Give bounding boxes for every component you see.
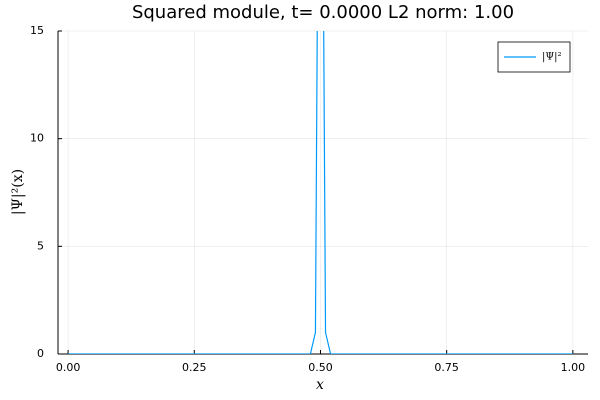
x-tick-label: 0.50 xyxy=(308,361,333,374)
x-axis-label: x xyxy=(316,377,324,393)
legend-label: |Ψ|² xyxy=(542,52,562,63)
y-tick-label: 0 xyxy=(37,347,44,360)
x-tick-label: 0.00 xyxy=(56,361,81,374)
x-tick-label: 0.25 xyxy=(182,361,207,374)
y-tick-label: 10 xyxy=(30,132,44,145)
y-axis-label: |Ψ|²(x) xyxy=(10,169,26,215)
x-tick-label: 1.00 xyxy=(561,361,586,374)
y-tick-label: 5 xyxy=(37,239,44,252)
x-tick-label: 0.75 xyxy=(434,361,459,374)
chart-title: Squared module, t= 0.0000 L2 norm: 1.00 xyxy=(132,2,514,23)
y-tick-label: 15 xyxy=(30,24,44,37)
